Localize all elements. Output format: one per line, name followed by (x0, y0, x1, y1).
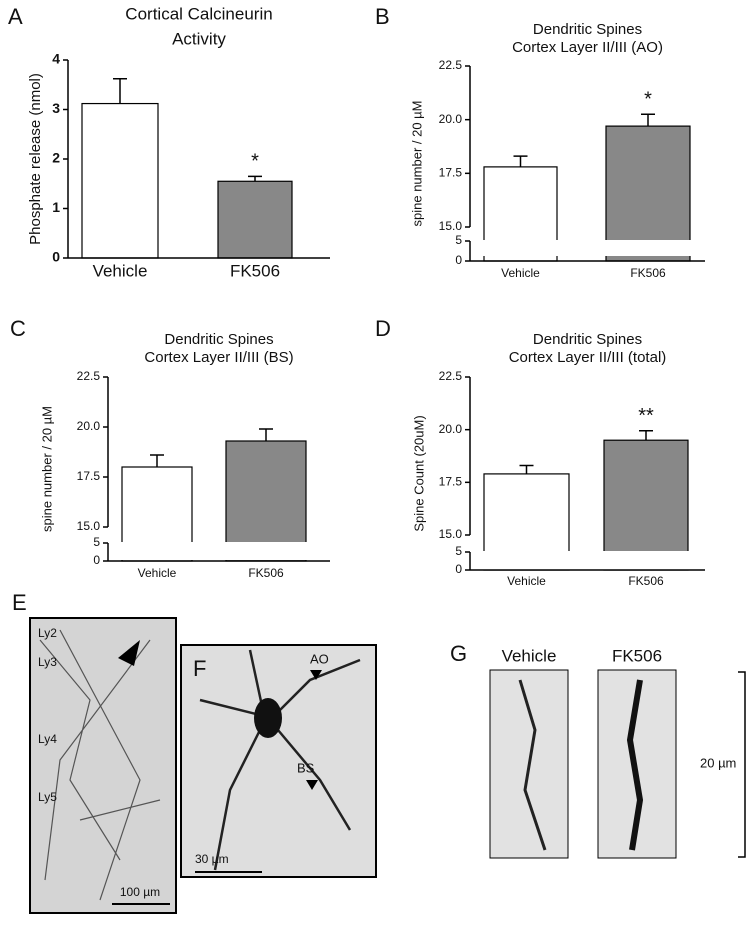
x-tick-label: Vehicle (507, 574, 546, 588)
y-tick-label: 20.0 (439, 112, 463, 126)
chart-title: Activity (172, 29, 226, 48)
error-bar (150, 454, 164, 467)
y-tick-label: 0 (52, 249, 60, 265)
x-tick-label: FK506 (628, 574, 664, 588)
chart-title: Cortex Layer II/III (AO) (512, 39, 663, 56)
x-tick-label: FK506 (248, 566, 284, 580)
scale-label: 100 µm (120, 885, 160, 899)
y-tick-label: 5 (93, 535, 100, 549)
panel-letter: E (12, 590, 27, 615)
panel-letter: B (375, 4, 390, 29)
layer-label: Ly2 (38, 626, 57, 640)
significance: * (644, 89, 652, 111)
scale-label: 20 µm (700, 755, 736, 770)
panel-f: F AO BS 30 µm (180, 644, 377, 878)
axis-break (466, 551, 701, 570)
error-bar (641, 113, 655, 127)
neurites (39, 629, 161, 901)
significance: ** (638, 405, 654, 427)
y-axis-label: Phosphate release (nmol) (27, 73, 44, 245)
y-tick-label: 5 (455, 233, 462, 247)
y-tick-label: 17.5 (439, 166, 463, 180)
x-tick-label: Vehicle (501, 266, 540, 280)
neurites (199, 649, 361, 871)
chart-title: Cortex Layer II/III (total) (509, 349, 667, 366)
soma (254, 698, 282, 738)
x-tick-label: Vehicle (93, 261, 148, 280)
y-tick-label: 2 (52, 150, 60, 166)
bar (217, 180, 293, 259)
layer-label: Ly4 (38, 732, 57, 746)
y-tick-label: 22.5 (77, 369, 101, 383)
error-bar (259, 428, 273, 441)
arrowhead (118, 640, 140, 666)
y-tick-label: 22.5 (439, 58, 463, 72)
panel-g: G Vehicle FK506 20 µm (450, 641, 746, 859)
panel-letter: F (193, 656, 206, 681)
y-tick-label: 3 (52, 100, 60, 116)
y-axis-label: spine number / 20 µM (39, 406, 54, 532)
chart-title: Cortex Layer II/III (BS) (144, 349, 293, 366)
error-bar (513, 155, 528, 167)
group-label: Vehicle (502, 646, 557, 665)
panel-letter: A (8, 4, 23, 29)
y-tick-label: 4 (52, 51, 60, 67)
y-tick-label: 1 (52, 199, 60, 215)
y-tick-label: 15.0 (439, 219, 463, 233)
y-tick-label: 5 (455, 544, 462, 558)
panel-letter: C (10, 316, 26, 341)
layer-label: Ly5 (38, 790, 57, 804)
bar (603, 439, 689, 571)
y-tick-label: 15.0 (439, 527, 463, 541)
bar (81, 102, 159, 259)
y-tick-label: 15.0 (77, 519, 101, 533)
y-axis-label: Spine Count (20uM) (411, 415, 426, 531)
y-tick-label: 20.0 (77, 419, 101, 433)
panel-letter: D (375, 316, 391, 341)
y-tick-label: 20.0 (439, 422, 463, 436)
dendrite (518, 679, 547, 851)
dendrite (626, 679, 644, 851)
scale-label: 30 µm (195, 852, 229, 866)
y-tick-label: 22.5 (439, 369, 463, 383)
error-bar (113, 78, 127, 104)
y-tick-label: 17.5 (77, 469, 101, 483)
micrograph (180, 644, 377, 878)
axis-break (104, 542, 326, 560)
panel-e: E Ly2 Ly3 Ly4 Ly5 100 µm (12, 590, 177, 914)
group-label: FK506 (612, 646, 662, 665)
chart-title: Dendritic Spines (164, 331, 273, 348)
chart: A Cortical Calcineurin Activity Phosphate r… (8, 4, 330, 280)
y-axis-label: spine number / 20 µM (409, 101, 424, 227)
error-bar (639, 429, 653, 441)
arrowhead (306, 780, 318, 790)
y-tick-label: 0 (455, 253, 462, 267)
panel-letter: G (450, 641, 467, 666)
layer-label: Ly3 (38, 655, 57, 669)
chart-title: Dendritic Spines (533, 331, 642, 348)
arrowhead (310, 670, 322, 680)
significance: * (251, 151, 259, 173)
region-label: BS (297, 760, 315, 775)
micrograph (29, 617, 177, 914)
region-label: AO (310, 651, 329, 666)
axis-break (466, 240, 701, 256)
y-tick-label: 17.5 (439, 475, 463, 489)
chart-title: Dendritic Spines (533, 21, 642, 38)
scale-bracket (738, 671, 746, 858)
error-bar (519, 464, 534, 474)
x-tick-label: FK506 (230, 261, 280, 280)
y-tick-label: 0 (93, 553, 100, 567)
x-tick-label: FK506 (630, 266, 666, 280)
y-tick-label: 0 (455, 562, 462, 576)
chart-title: Cortical Calcineurin (125, 4, 272, 23)
x-tick-label: Vehicle (138, 566, 177, 580)
error-bar (248, 175, 262, 182)
